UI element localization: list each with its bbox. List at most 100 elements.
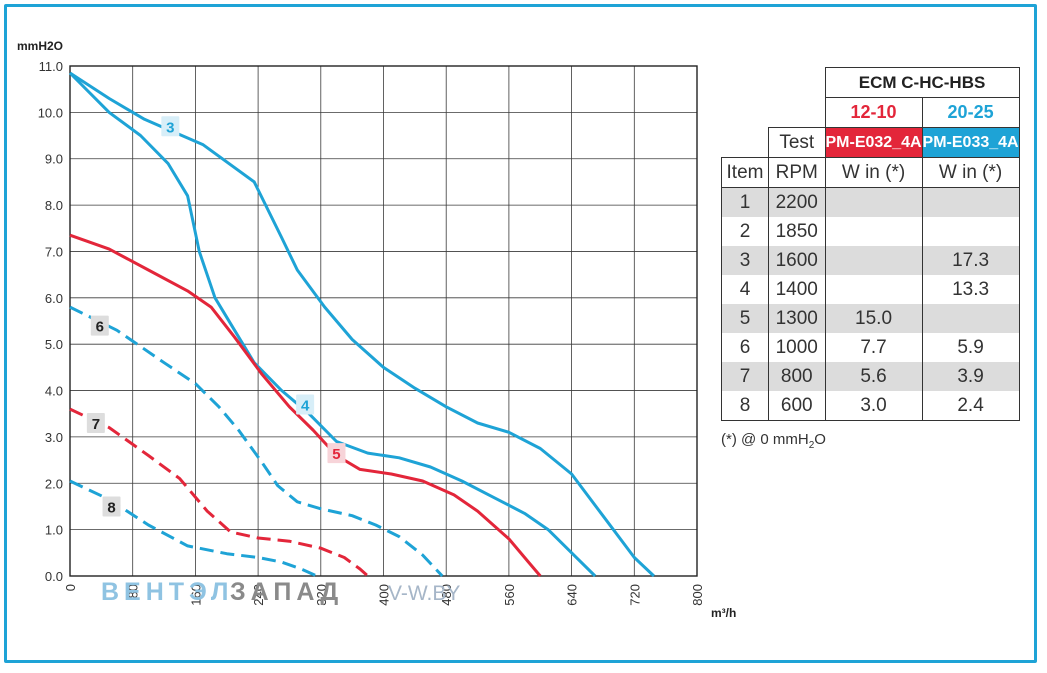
cell-w1: 3.0 <box>824 391 923 421</box>
cell-item: 4 <box>721 275 769 304</box>
cell-rpm: 800 <box>768 362 826 391</box>
cell-w2: 3.9 <box>921 362 1020 391</box>
y-tick-label: 4.0 <box>45 384 63 399</box>
cell-rpm: 1600 <box>768 246 826 275</box>
curve-label-8: 8 <box>107 499 115 516</box>
cell-w2: 2.4 <box>921 391 1020 421</box>
size-20-25: 20-25 <box>921 97 1020 128</box>
cell-rpm: 2200 <box>768 187 826 217</box>
cell-rpm: 600 <box>768 391 826 421</box>
x-axis-label: m³/h <box>711 606 736 620</box>
x-tick-label: 800 <box>690 584 705 606</box>
series-line-6 <box>69 305 444 578</box>
cell-item: 2 <box>721 217 769 246</box>
header-item: Item <box>721 157 769 188</box>
cell-w1: 5.6 <box>824 362 923 391</box>
table-row: 6 1000 7.7 5.9 <box>721 333 1020 362</box>
table-row: 1 2200 <box>721 187 1020 217</box>
table-footnote: (*) @ 0 mmH2O <box>721 431 826 451</box>
x-tick-label: 480 <box>439 584 454 606</box>
cell-w1 <box>824 217 923 246</box>
curve-label-3: 3 <box>166 119 174 136</box>
y-tick-label: 0.0 <box>45 569 63 584</box>
curve-label-box-5 <box>327 443 346 464</box>
table-row: 3 1600 17.3 <box>721 246 1020 275</box>
cell-w1 <box>824 187 923 217</box>
curve-label-box-6 <box>90 315 109 336</box>
model-pm-e032: PM-E032_4A <box>824 127 923 158</box>
x-tick-label: 160 <box>188 584 203 606</box>
header-w-in-2: W in (*) <box>921 157 1020 188</box>
model-pm-e033: PM-E033_4A <box>921 127 1020 158</box>
x-tick-label: 0 <box>63 584 78 591</box>
cell-w1: 7.7 <box>824 333 923 362</box>
y-tick-label: 3.0 <box>45 430 63 445</box>
y-tick-label: 8.0 <box>45 198 63 213</box>
size-12-10: 12-10 <box>824 97 923 128</box>
cell-w2: 17.3 <box>921 246 1020 275</box>
header-rpm: RPM <box>768 157 826 188</box>
y-tick-label: 5.0 <box>45 337 63 352</box>
curve-label-box-3 <box>161 116 180 137</box>
cell-w2: 5.9 <box>921 333 1020 362</box>
curve-label-box-4 <box>296 394 315 415</box>
curve-label-6: 6 <box>96 319 104 336</box>
curve-label-box-8 <box>102 496 121 517</box>
footnote-suffix: O <box>814 431 826 448</box>
y-axis-label: mmH2O <box>17 39 63 53</box>
series-line-8 <box>69 479 318 578</box>
table-row: 5 1300 15.0 <box>721 304 1020 333</box>
x-tick-label: 320 <box>314 584 329 606</box>
test-label: Test <box>768 127 826 158</box>
y-tick-label: 11.0 <box>39 59 63 74</box>
watermark-site: V-W.BY <box>388 582 461 605</box>
x-tick-label: 80 <box>126 584 141 598</box>
cell-rpm: 1400 <box>768 275 826 304</box>
cell-rpm: 1300 <box>768 304 826 333</box>
x-tick-label: 720 <box>627 584 642 606</box>
x-tick-label: 560 <box>502 584 517 606</box>
y-tick-label: 9.0 <box>45 152 63 167</box>
cell-w2 <box>921 304 1020 333</box>
curve-label-5: 5 <box>332 446 340 463</box>
watermark-brand-part2: ЗАПАД <box>230 578 344 606</box>
curve-label-box-7 <box>86 413 105 433</box>
cell-item: 5 <box>721 304 769 333</box>
cell-item: 8 <box>721 391 769 421</box>
cell-item: 7 <box>721 362 769 391</box>
performance-table: ECM C-HC-HBS 12-10 20-25 Test PM-E032_4A… <box>721 67 1020 421</box>
y-tick-label: 2.0 <box>45 476 63 491</box>
header-w-in-1: W in (*) <box>824 157 923 188</box>
footnote-subscript: 2 <box>808 440 815 451</box>
y-tick-label: 10.0 <box>38 105 63 120</box>
cell-w1 <box>824 246 923 275</box>
table-row: 7 800 5.6 3.9 <box>721 362 1020 391</box>
plot-frame <box>69 65 698 577</box>
x-tick-label: 640 <box>565 584 580 606</box>
curve-label-4: 4 <box>301 397 310 414</box>
cell-w2: 13.3 <box>921 275 1020 304</box>
y-tick-label: 1.0 <box>45 523 63 538</box>
series-line-3 <box>69 71 655 578</box>
table-row: 2 1850 <box>721 217 1020 246</box>
cell-w1 <box>824 275 923 304</box>
x-tick-label: 240 <box>251 584 266 606</box>
cell-item: 1 <box>721 187 769 217</box>
cell-rpm: 1850 <box>768 217 826 246</box>
y-tick-label: 6.0 <box>45 291 63 306</box>
table-title: ECM C-HC-HBS <box>824 67 1020 98</box>
cell-w2 <box>921 187 1020 217</box>
cell-w2 <box>921 217 1020 246</box>
cell-item: 3 <box>721 246 769 275</box>
x-tick-label: 400 <box>377 584 392 606</box>
y-tick-label: 7.0 <box>45 244 63 259</box>
cell-item: 6 <box>721 333 769 362</box>
series-line-7 <box>69 407 369 578</box>
series-line-5 <box>69 233 542 577</box>
curve-label-7: 7 <box>92 416 100 433</box>
table-row: 4 1400 13.3 <box>721 275 1020 304</box>
table-row: 8 600 3.0 2.4 <box>721 391 1020 421</box>
cell-w1: 15.0 <box>824 304 923 333</box>
footnote-text: (*) @ 0 mmH <box>721 431 809 448</box>
